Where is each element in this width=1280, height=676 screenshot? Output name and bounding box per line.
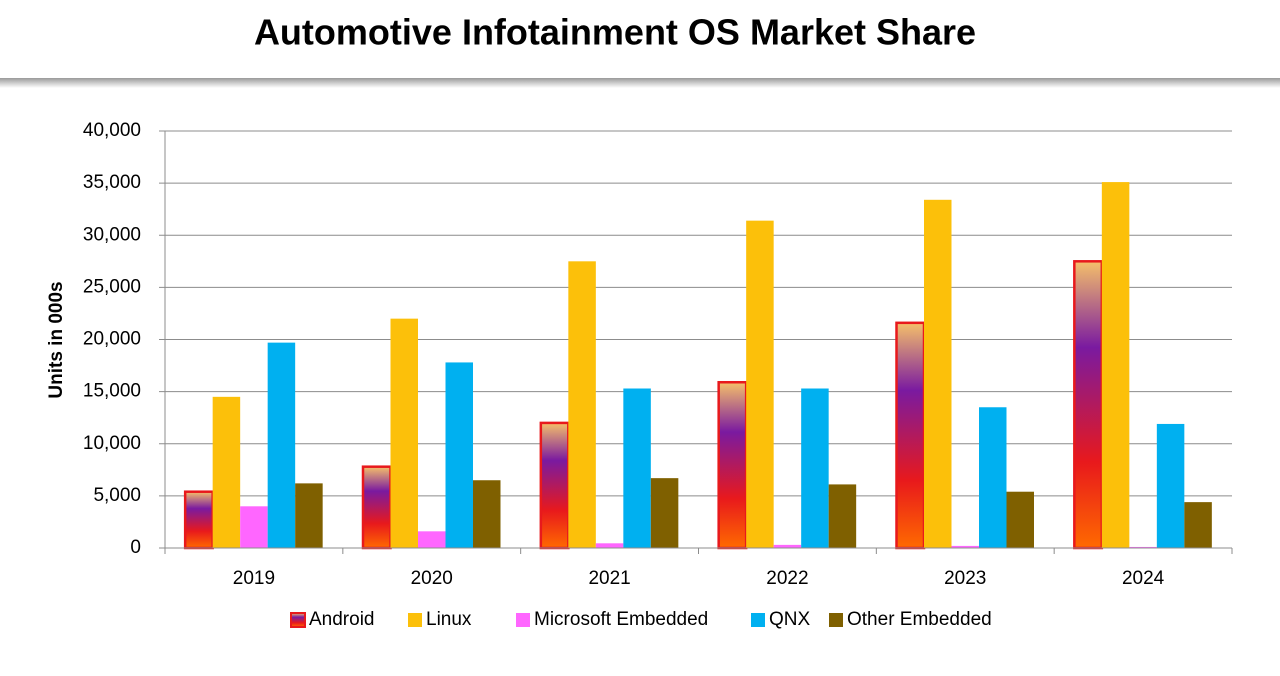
bar bbox=[773, 544, 802, 548]
y-axis-title: Units in 000s bbox=[46, 281, 67, 398]
x-tick-label: 2023 bbox=[944, 568, 986, 589]
x-tick-label: 2019 bbox=[233, 568, 275, 589]
legend-label: Android bbox=[309, 609, 375, 630]
bar bbox=[568, 261, 596, 548]
bar bbox=[895, 321, 926, 550]
x-tick-label: 2024 bbox=[1122, 568, 1165, 589]
legend-label: Linux bbox=[426, 609, 472, 630]
bar bbox=[1073, 260, 1104, 550]
y-tick-label: 10,000 bbox=[83, 433, 141, 454]
bar bbox=[1006, 491, 1034, 548]
legend-label: Other Embedded bbox=[847, 609, 992, 630]
bar bbox=[240, 506, 268, 548]
y-tick-label: 25,000 bbox=[83, 276, 141, 297]
bar bbox=[623, 388, 651, 548]
legend-swatch bbox=[516, 613, 530, 627]
legend-swatch bbox=[290, 612, 306, 628]
bar bbox=[295, 483, 323, 548]
bar bbox=[979, 407, 1007, 548]
bar bbox=[924, 199, 952, 548]
bar bbox=[539, 421, 570, 550]
y-tick-label: 15,000 bbox=[83, 381, 141, 402]
legend-swatch bbox=[829, 613, 843, 627]
bar bbox=[650, 478, 679, 548]
bar bbox=[418, 531, 446, 548]
bar bbox=[1129, 546, 1157, 548]
x-tick-label: 2020 bbox=[411, 568, 453, 589]
bar bbox=[801, 388, 829, 548]
bar bbox=[473, 480, 501, 548]
bar bbox=[1101, 182, 1130, 548]
chart-title: Automotive Infotainment OS Market Share bbox=[254, 12, 976, 53]
bar bbox=[746, 220, 774, 548]
bar bbox=[828, 484, 857, 548]
x-tick-label: 2022 bbox=[766, 568, 808, 589]
bar bbox=[212, 396, 241, 548]
y-tick-label: 20,000 bbox=[83, 329, 141, 350]
legend-label: QNX bbox=[769, 609, 811, 630]
bar bbox=[717, 380, 748, 550]
title-divider bbox=[0, 78, 1280, 88]
bar bbox=[183, 490, 214, 550]
legend-label: Microsoft Embedded bbox=[534, 609, 708, 630]
bar bbox=[595, 543, 624, 548]
bar bbox=[1184, 502, 1212, 548]
bar bbox=[361, 465, 392, 550]
y-tick-label: 35,000 bbox=[83, 172, 141, 193]
bar bbox=[1156, 423, 1185, 548]
y-tick-label: 30,000 bbox=[83, 224, 141, 245]
bar bbox=[390, 318, 418, 548]
bar bbox=[267, 342, 296, 548]
x-tick-label: 2021 bbox=[588, 568, 630, 589]
legend-swatch bbox=[751, 613, 765, 627]
y-tick-label: 40,000 bbox=[83, 120, 141, 141]
legend-swatch bbox=[408, 613, 422, 627]
bar bbox=[951, 545, 979, 548]
bar bbox=[445, 362, 473, 548]
y-tick-label: 5,000 bbox=[93, 485, 141, 506]
y-tick-label: 0 bbox=[130, 537, 141, 558]
